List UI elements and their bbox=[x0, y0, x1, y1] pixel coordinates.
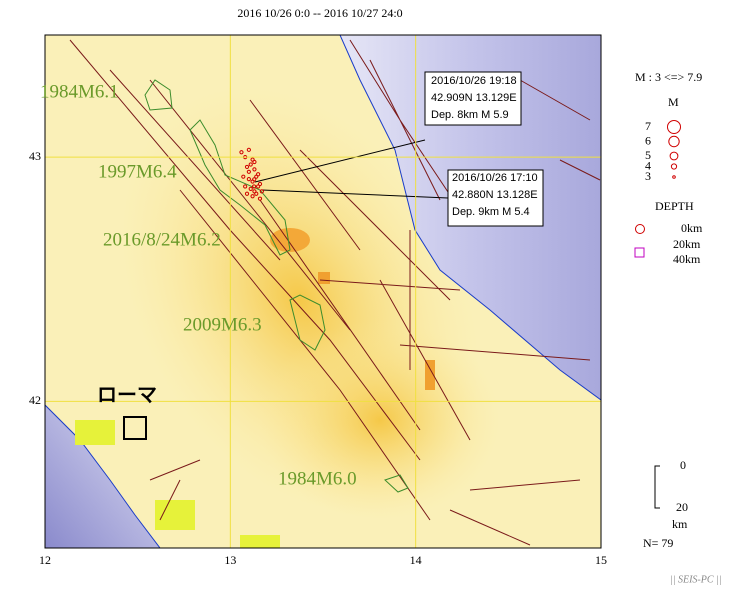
legend-range: M : 3 <=> 7.9 bbox=[635, 70, 702, 84]
legend-heading: DEPTH bbox=[655, 199, 694, 213]
callout: 2016/10/26 17:10 42.880N 13.128E Dep. 9k… bbox=[447, 169, 544, 227]
depth-label: 40km bbox=[673, 252, 701, 266]
scale-bar bbox=[654, 465, 660, 509]
magnitude-symbol bbox=[667, 120, 681, 134]
magnitude-symbol bbox=[669, 151, 679, 161]
scale-label: km bbox=[672, 517, 688, 531]
epicenter bbox=[252, 177, 257, 182]
callout-line: 42.880N 13.128E bbox=[452, 189, 538, 201]
epicenter bbox=[257, 196, 263, 201]
epicenter bbox=[241, 174, 246, 179]
title: 2016 10/26 0:0 -- 2016 10/27 24:0 bbox=[237, 6, 402, 20]
annotation: 1984M6.1 bbox=[40, 81, 119, 102]
epicenter bbox=[239, 150, 244, 155]
y-tick-label: 43 bbox=[29, 149, 41, 163]
magnitude-label: 4 bbox=[645, 158, 651, 172]
x-tick-label: 12 bbox=[39, 553, 51, 567]
magnitude-label: 3 bbox=[645, 169, 651, 183]
ticks: 12 13 14 15 42 43 bbox=[29, 149, 607, 567]
epicenter bbox=[259, 189, 264, 194]
depth-label: 0km bbox=[681, 221, 703, 235]
epicenter bbox=[250, 194, 255, 199]
annotation: 1997M6.4 bbox=[98, 161, 177, 182]
callout-line: 42.909N 13.129E bbox=[431, 92, 517, 104]
callout-line: 2016/10/26 19:18 bbox=[431, 75, 517, 87]
magnitude-label: 6 bbox=[645, 133, 651, 147]
epicenter bbox=[254, 191, 259, 196]
epicenter bbox=[256, 184, 261, 189]
epicenter bbox=[246, 177, 251, 182]
annotation: 1984M6.0 bbox=[278, 468, 357, 489]
x-tick-label: 13 bbox=[224, 553, 236, 567]
epicenter bbox=[252, 167, 257, 172]
scale-label: 20 bbox=[676, 500, 688, 514]
epicenter bbox=[243, 184, 248, 189]
software-label: || SEIS-PC || bbox=[670, 574, 722, 585]
annotation: 2016/8/24M6.2 bbox=[103, 229, 221, 250]
magnitude-label: 5 bbox=[645, 148, 651, 162]
epicenter bbox=[254, 174, 259, 179]
callout-line: Dep. 8km M 5.9 bbox=[431, 109, 509, 121]
callout-line: 2016/10/26 17:10 bbox=[452, 172, 538, 184]
y-tick-label: 42 bbox=[29, 393, 41, 407]
epicenter bbox=[248, 186, 253, 191]
depth-symbol bbox=[635, 224, 645, 234]
callout-line: Dep. 9km M 5.4 bbox=[452, 206, 530, 218]
magnitude-label: 7 bbox=[645, 119, 651, 133]
magnitude-symbol bbox=[672, 175, 676, 179]
annotation: 2009M6.3 bbox=[183, 314, 262, 335]
legend-heading: M bbox=[668, 95, 679, 109]
callout: 2016/10/26 19:18 42.909N 13.129E Dep. 8k… bbox=[424, 71, 522, 126]
epicenter bbox=[252, 159, 257, 165]
epicenter bbox=[244, 191, 250, 196]
epicenter bbox=[248, 162, 253, 167]
depth-label: 20km bbox=[673, 237, 701, 251]
city-label: ローマ bbox=[97, 383, 157, 407]
event-count: N= 79 bbox=[643, 536, 673, 550]
epicenter bbox=[244, 164, 250, 170]
depth-symbol bbox=[634, 247, 645, 258]
city-marker bbox=[123, 416, 147, 440]
epicenters bbox=[239, 147, 264, 201]
x-tick-label: 14 bbox=[410, 553, 422, 567]
epicenter bbox=[251, 184, 257, 189]
x-tick-label: 15 bbox=[595, 553, 607, 567]
epicenter bbox=[246, 147, 251, 152]
map-frame bbox=[44, 34, 602, 549]
magnitude-symbol bbox=[668, 135, 680, 148]
epicenter bbox=[246, 169, 251, 174]
magnitude-symbol bbox=[670, 163, 678, 170]
scale-label: 0 bbox=[680, 458, 686, 472]
